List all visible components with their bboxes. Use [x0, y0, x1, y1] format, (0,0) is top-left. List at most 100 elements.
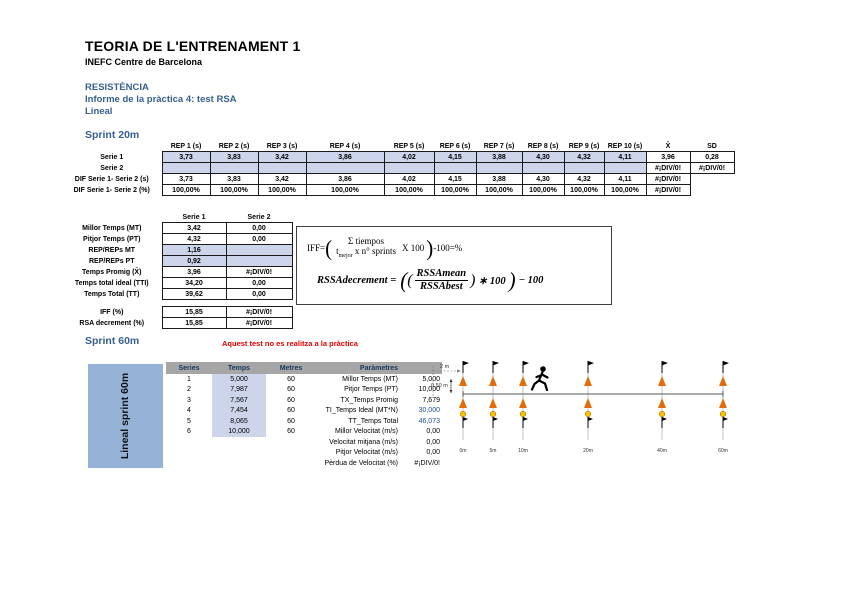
close-paren: ) — [508, 267, 516, 293]
column-header: Temps — [212, 362, 266, 374]
serie-cell: 1 — [187, 375, 191, 383]
summary-row: REP/REPs MT 1,16 — [62, 244, 293, 256]
serie1-value-cell: 15,85 — [161, 306, 227, 318]
data-cell: 3,83 — [209, 151, 259, 163]
sprint60-title: Sprint 60m — [85, 335, 140, 347]
serie2-value-cell: 0,00 — [225, 288, 293, 300]
data-cell: 4,32 — [563, 173, 605, 185]
station-marker: 40m — [657, 361, 668, 454]
iff-factor: X 100 — [401, 243, 425, 254]
rsa-denominator: RSSAbest — [420, 281, 463, 293]
close-paren: ) — [426, 234, 434, 261]
flag-icon — [723, 361, 729, 366]
param-value: 0,00 — [426, 438, 440, 446]
data-cell: 4,15 — [433, 151, 477, 163]
flag-icon — [523, 417, 528, 421]
flag-icon — [723, 417, 728, 421]
data-cell: 3,88 — [475, 151, 523, 163]
station-marker: 5m — [489, 361, 499, 454]
distance-label: 20m — [583, 448, 593, 454]
data-cell: 100,00% — [257, 184, 307, 196]
data-cell: 3,42 — [257, 173, 307, 185]
rsa-mul: ∗ 100 — [478, 275, 506, 287]
data-cell — [257, 162, 307, 174]
column-header: REP 4 (s) — [329, 142, 361, 150]
yellow-marker-icon — [658, 410, 666, 418]
sprint60-row: 5 8,065 60 TT_Temps Total 46,073 — [166, 416, 442, 427]
sprint60-row: Velocitat mitjana (m/s) 0,00 — [166, 437, 442, 448]
cone-icon — [719, 398, 727, 408]
column-header: Serie 1 — [182, 213, 206, 221]
summary-header-row: Serie 1 Serie 2 — [62, 212, 292, 223]
sprint20-title: Sprint 20m — [85, 129, 140, 141]
rsa-lhs: RSSAdecrement = — [317, 275, 397, 287]
sprint20-row: Serie 1 3,73 3,83 3,42 3,86 4,02 4,15 3,88 4,30 4… — [62, 151, 735, 163]
sprint-track-diagram: 0m 5m 10m 20m 40m 60m 2 m 0,50 m — [431, 361, 729, 454]
param-value: 46,073 — [418, 417, 440, 425]
serie1-value-cell: 3,42 — [161, 222, 227, 234]
data-cell — [563, 162, 605, 174]
distance-label: 10m — [518, 448, 528, 454]
metres-cell: 60 — [287, 386, 295, 394]
metres-cell — [266, 458, 316, 469]
cone-icon — [519, 398, 527, 408]
column-header: REP 6 (s) — [439, 142, 471, 150]
rsa-tail: − 100 — [518, 275, 544, 287]
data-cell: 3,86 — [305, 173, 385, 185]
iff-tail: -100=% — [433, 243, 463, 254]
data-cell — [433, 162, 477, 174]
column-header: X̄ — [665, 142, 671, 150]
summary-extra-row: IFF (%) 15,85 #¡DIV/0! — [62, 306, 293, 318]
data-cell: 4,30 — [521, 151, 565, 163]
column-header: Series — [166, 362, 212, 374]
row-label: DIF Serie 1- Serie 2 (s) — [74, 175, 149, 183]
serie2-value-cell: #¡DIV/0! — [225, 306, 293, 318]
sprint60-row: 4 7,454 60 TI_Temps Ideal (MT*N) 30,000 — [166, 405, 442, 416]
summary-row: Temps Promig (X̄) 3,96 #¡DIV/0! — [62, 266, 293, 278]
data-cell: 100,00% — [521, 184, 565, 196]
cone-icon — [584, 398, 592, 408]
summary-row: Temps Total (TT) 39,62 0,00 — [62, 288, 293, 300]
sprint60-row: Pèrdua de Velocitat (%) #¡DIV/0! — [166, 458, 442, 469]
param-label: TT_Temps Total — [348, 417, 398, 425]
param-value: 0,00 — [426, 428, 440, 436]
iff-denominator: tmejor x n° sprints — [336, 246, 396, 260]
column-header: REP 3 (s) — [266, 142, 298, 150]
yellow-marker-icon — [584, 410, 592, 418]
data-cell: 100,00% — [433, 184, 477, 196]
param-label: Pitjor Velocitat (m/s) — [335, 449, 398, 457]
data-cell: 100,00% — [563, 184, 605, 196]
sd-cell: 0,28 — [689, 151, 735, 163]
mean-cell: 3,96 — [645, 151, 691, 163]
yellow-marker-icon — [519, 410, 527, 418]
flag-icon — [463, 361, 469, 366]
sprint60-row: 3 7,567 60 TX_Temps Promig 7,679 — [166, 395, 442, 406]
open-paren: ( — [400, 267, 408, 293]
report-heading-block: RESISTÈNCIA Informe de la pràctica 4: te… — [85, 82, 237, 118]
data-cell: 100,00% — [161, 184, 211, 196]
param-label: TI_Temps Ideal (MT*N) — [325, 407, 398, 415]
row-label: Temps total ideal (TTI) — [74, 279, 149, 287]
temps-cell — [212, 437, 266, 448]
serie-cell: 6 — [187, 428, 191, 436]
iff-fraction: Σ tiempos tmejor x n° sprints — [334, 236, 398, 260]
column-header: REP 5 (s) — [393, 142, 425, 150]
flag-icon — [662, 361, 668, 366]
serie-cell: 4 — [187, 407, 191, 415]
cone-icon — [719, 376, 727, 386]
serie-cell — [166, 437, 212, 448]
sprint60-warning: Aquest test no es realitza a la pràctica — [222, 339, 358, 348]
serie2-value-cell: 0,00 — [225, 277, 293, 289]
rsa-fraction: RSSAmean RSSAbest — [414, 268, 469, 293]
summary-extra-row: RSA decrement (%) 15,85 #¡DIV/0! — [62, 317, 293, 329]
station-marker: 0m — [459, 361, 469, 454]
row-label: REP/REPs MT — [88, 246, 136, 254]
rsa-numerator: RSSAmean — [414, 268, 469, 282]
data-cell — [603, 162, 647, 174]
temps-cell: 7,567 — [212, 395, 266, 406]
sprint20-extra-table: IFF (%) 15,85 #¡DIV/0! RSA decrement (%) 15,… — [62, 306, 293, 329]
flag-icon — [588, 417, 593, 421]
arrowhead — [449, 379, 453, 382]
column-header: REP 8 (s) — [527, 142, 559, 150]
summary-row: Pitjor Temps (PT) 4,32 0,00 — [62, 233, 293, 245]
